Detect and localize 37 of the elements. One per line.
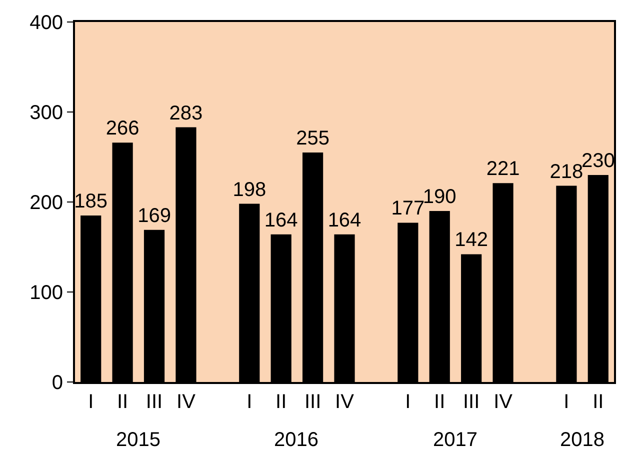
data-label: 185 — [74, 190, 108, 212]
y-tick-label: 400 — [30, 12, 63, 34]
data-label: 190 — [422, 186, 456, 208]
y-tick-label: 200 — [30, 192, 63, 214]
y-tick-label: 100 — [30, 282, 63, 304]
data-label: 164 — [328, 209, 362, 232]
x-tick-label: I — [246, 391, 252, 413]
x-tick-label: I — [564, 391, 570, 413]
x-tick-label: IV — [176, 391, 196, 413]
text: 2018 — [560, 429, 604, 451]
data-label: 164 — [264, 209, 298, 232]
text: 2016 — [274, 429, 318, 451]
x-tick-label: II — [592, 391, 604, 413]
data-label: 198 — [232, 178, 266, 201]
x-tick-label: III — [146, 391, 163, 413]
text: 2017 — [433, 429, 478, 451]
x-tick-label: I — [88, 391, 94, 413]
text: 2015 — [116, 429, 160, 451]
data-label: 255 — [296, 128, 330, 150]
x-tick-label: IV — [335, 391, 355, 413]
x-tick-label: II — [434, 391, 446, 413]
data-label: 230 — [581, 150, 615, 172]
x-tick-label: III — [462, 391, 480, 413]
x-tick-label: III — [304, 391, 322, 413]
data-label: 283 — [169, 102, 203, 124]
data-label: 142 — [454, 229, 488, 252]
data-label: 221 — [486, 158, 520, 180]
data-label: 177 — [391, 198, 425, 220]
x-tick-label: II — [276, 391, 287, 413]
y-tick-label: 0 — [52, 372, 63, 394]
data-label: 169 — [138, 204, 171, 227]
data-label: 218 — [550, 160, 584, 183]
data-label: 266 — [106, 118, 140, 140]
x-tick-label: II — [116, 391, 128, 413]
x-tick-label: I — [405, 391, 411, 413]
x-tick-label: IV — [494, 391, 514, 413]
y-tick-label: 300 — [30, 102, 63, 124]
